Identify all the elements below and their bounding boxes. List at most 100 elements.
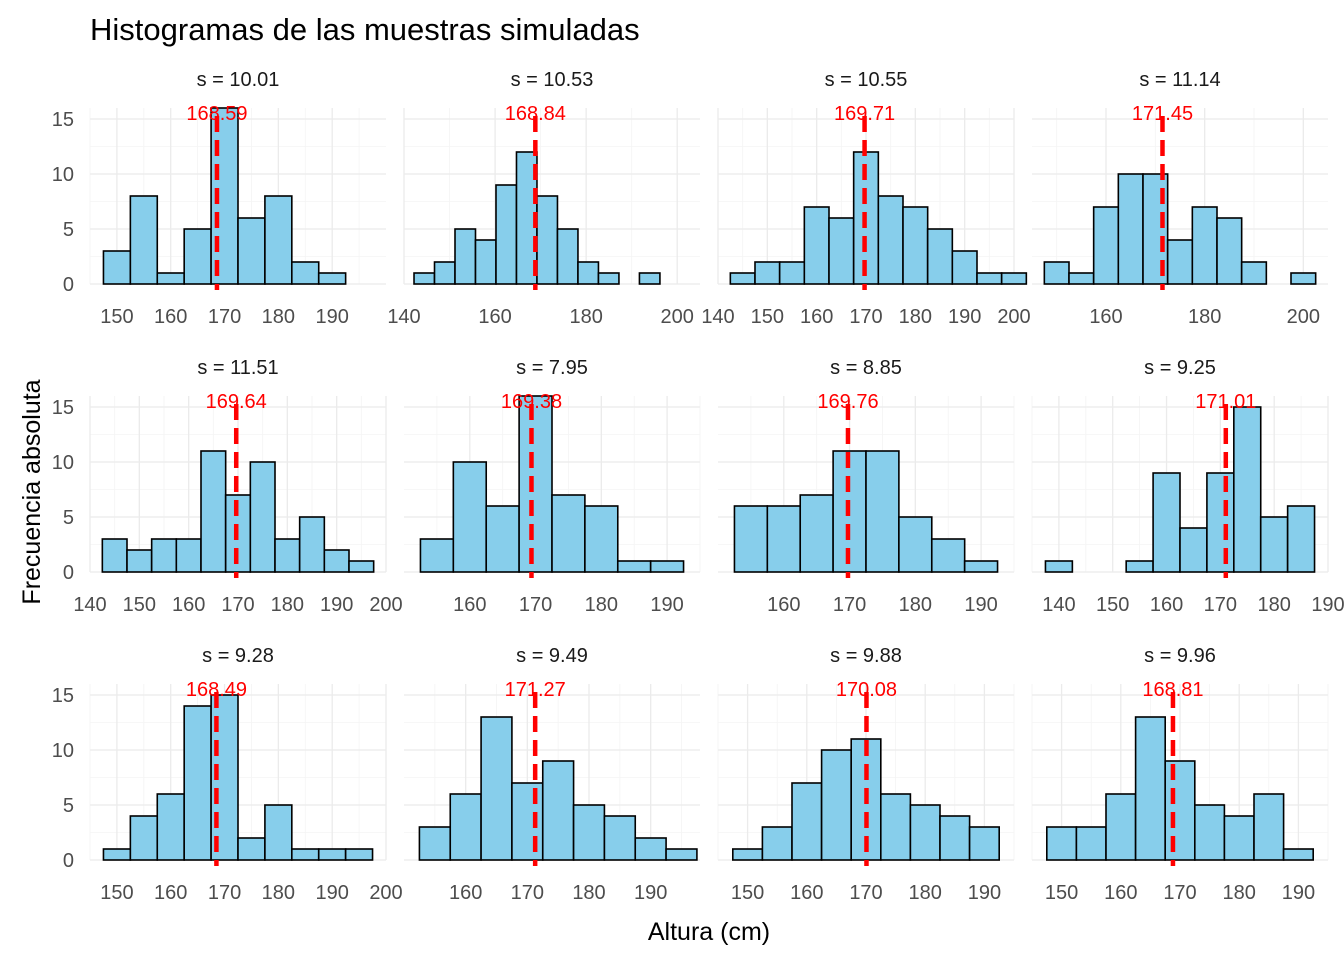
histogram-bar <box>898 516 933 573</box>
x-tick-label: 190 <box>650 594 683 616</box>
x-axis-title: Altura (cm) <box>648 918 770 946</box>
histogram-bar <box>1223 815 1255 861</box>
y-tick-label: 10 <box>52 740 74 762</box>
histogram-bar <box>1290 272 1317 285</box>
x-tick-label: 150 <box>123 594 156 616</box>
histogram-bar <box>1105 793 1137 861</box>
y-tick-label: 15 <box>52 685 74 707</box>
facet-strip-label: s = 10.01 <box>197 69 280 91</box>
facet-panel: s = 9.25 171.01 140 150 160 170 180 190 <box>1031 357 1344 616</box>
x-tick-label: 180 <box>262 306 295 328</box>
x-tick-label: 200 <box>369 594 402 616</box>
x-tick-label: 170 <box>511 882 544 904</box>
x-tick-label: 150 <box>100 306 133 328</box>
x-tick-label: 170 <box>208 882 241 904</box>
facet-panel: s = 10.01 168.59 150 160 170 180 190 0 5 10 15 <box>52 69 386 328</box>
x-tick-label: 170 <box>519 594 552 616</box>
histogram-bar <box>976 272 1003 285</box>
histogram-bar <box>1286 505 1316 573</box>
histogram-bar <box>1194 804 1226 861</box>
histogram-bar <box>452 461 488 573</box>
mean-value-label: 171.01 <box>1195 391 1256 413</box>
x-tick-label: 200 <box>1287 306 1320 328</box>
histogram-bar <box>1117 173 1144 285</box>
histogram-bar <box>1240 261 1268 285</box>
x-tick-label: 190 <box>320 594 353 616</box>
histogram-bar <box>150 538 178 573</box>
histogram-bar <box>413 272 436 285</box>
x-tick-label: 180 <box>899 306 932 328</box>
x-tick-label: 180 <box>899 594 932 616</box>
x-tick-label: 140 <box>1042 594 1075 616</box>
x-tick-label: 160 <box>154 882 187 904</box>
histogram-bar <box>556 228 579 285</box>
histogram-bar <box>902 206 929 285</box>
histogram-bar <box>1134 716 1166 861</box>
x-tick-label: 190 <box>1311 594 1344 616</box>
facet-panel: s = 11.14 171.45 160 180 200 <box>1032 69 1328 328</box>
mean-value-label: 171.45 <box>1132 103 1193 125</box>
histogram-bar <box>536 195 559 285</box>
facet-strip-label: s = 11.51 <box>197 357 278 379</box>
histogram-bar <box>665 848 698 861</box>
x-tick-label: 180 <box>1257 594 1290 616</box>
y-tick-label: 5 <box>63 795 74 817</box>
y-tick-label: 10 <box>52 164 74 186</box>
x-tick-label: 180 <box>1188 306 1221 328</box>
histogram-bar <box>1253 793 1285 861</box>
histogram-bar <box>518 395 553 573</box>
histogram-bar <box>511 782 544 861</box>
y-tick-label: 0 <box>63 274 74 296</box>
histogram-bar <box>963 560 999 573</box>
x-tick-label: 150 <box>100 882 133 904</box>
x-tick-label: 170 <box>849 882 882 904</box>
y-axis-title: Frecuencia absoluta <box>18 379 46 604</box>
histogram-bar <box>616 560 652 573</box>
histogram-bar <box>865 450 900 573</box>
histogram-bar <box>102 848 132 861</box>
histogram-bar <box>474 239 497 285</box>
histogram-bar <box>291 261 320 285</box>
histogram-bar <box>584 505 619 573</box>
x-tick-label: 160 <box>1150 594 1183 616</box>
histogram-bar <box>1152 472 1181 573</box>
histogram-bar <box>799 494 834 573</box>
histogram-bar <box>733 505 769 573</box>
histogram-bar <box>1216 217 1243 285</box>
facet-strip-label: s = 9.88 <box>830 645 902 667</box>
facet-strip-label: s = 9.25 <box>1144 357 1216 379</box>
histogram-bar <box>879 793 912 861</box>
x-tick-label: 180 <box>262 882 295 904</box>
x-tick-label: 180 <box>271 594 304 616</box>
x-tick-label: 160 <box>478 306 511 328</box>
histogram-bar <box>418 826 452 861</box>
x-tick-label: 160 <box>453 594 486 616</box>
x-tick-label: 170 <box>1163 882 1196 904</box>
mean-value-label: 168.81 <box>1142 679 1203 701</box>
x-tick-label: 180 <box>585 594 618 616</box>
mean-value-label: 169.71 <box>834 103 895 125</box>
x-tick-label: 140 <box>73 594 106 616</box>
histogram-bar <box>1068 272 1095 285</box>
histogram-bar <box>344 848 374 861</box>
histogram-bar <box>317 848 347 861</box>
histogram-bar <box>828 217 855 285</box>
facet-panel: s = 10.55 169.71 140 150 160 170 180 190 200 <box>701 69 1030 328</box>
x-tick-label: 180 <box>572 882 605 904</box>
histogram-bar <box>1092 206 1120 285</box>
mean-value-label: 169.76 <box>817 391 878 413</box>
histogram-bar <box>102 250 132 285</box>
x-tick-label: 160 <box>449 882 482 904</box>
mean-value-label: 168.49 <box>186 679 247 701</box>
histogram-bar <box>237 837 266 861</box>
histogram-bar <box>634 837 667 861</box>
x-tick-label: 160 <box>172 594 205 616</box>
x-tick-label: 160 <box>767 594 800 616</box>
facet-panel: s = 8.85 169.76 160 170 180 190 <box>718 357 1015 616</box>
facet-strip-label: s = 9.49 <box>516 645 588 667</box>
y-tick-label: 5 <box>63 219 74 241</box>
histogram-bar <box>729 272 756 285</box>
histogram-bar <box>183 228 212 285</box>
histogram-bar <box>877 195 904 285</box>
histogram-bar <box>449 793 482 861</box>
